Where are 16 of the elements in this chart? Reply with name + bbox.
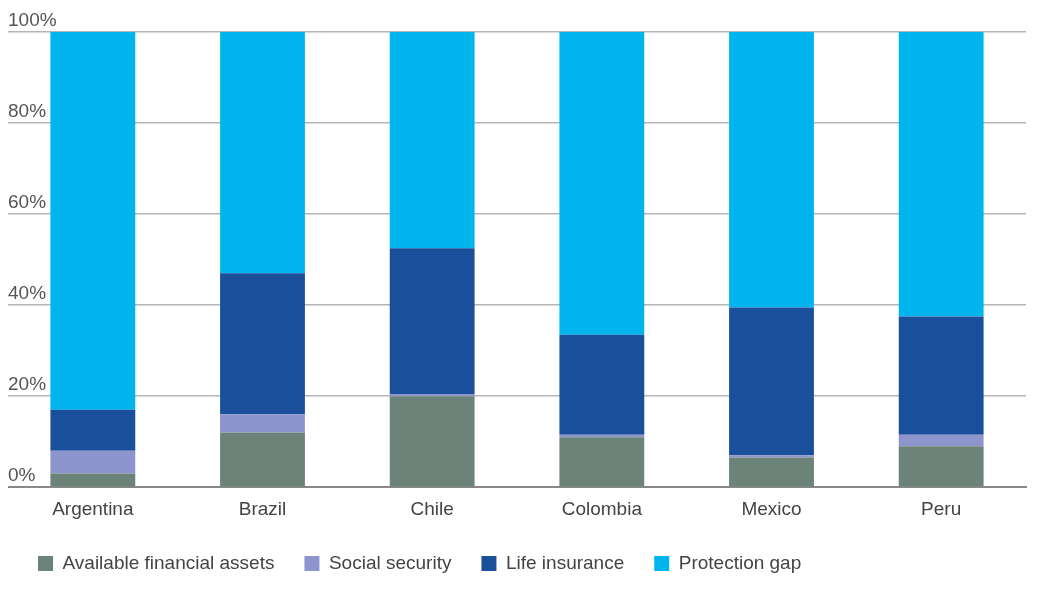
y-tick-label: 0% [8, 464, 36, 486]
y-tick-label: 40% [8, 282, 47, 304]
y-tick-label: 60% [8, 191, 47, 213]
y-tick-label: 20% [8, 373, 47, 395]
x-tick-label: Colombia [561, 497, 643, 519]
legend-label: Life insurance [505, 551, 625, 573]
x-tick-label: Argentina [52, 497, 134, 519]
x-tick-label: Brazil [238, 497, 287, 519]
legend-label: Available financial assets [62, 551, 275, 573]
legend-label: Protection gap [678, 551, 802, 573]
legend-label: Social security [328, 551, 452, 573]
y-tick-label: 100% [8, 9, 57, 31]
x-tick-label: Peru [921, 497, 962, 519]
y-tick-label: 80% [8, 100, 47, 122]
x-tick-label: Mexico [741, 497, 802, 519]
x-tick-label: Chile [410, 497, 454, 519]
